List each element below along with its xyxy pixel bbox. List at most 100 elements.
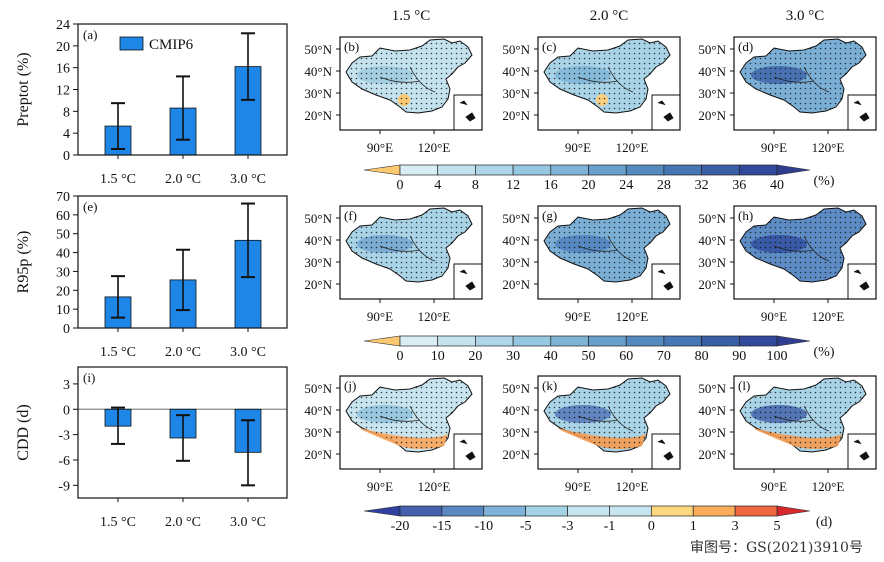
lon-label: 90°E (367, 140, 393, 155)
south-china-sea-inset (453, 94, 483, 131)
map-panel-f: (f) 50°N 40°N 30°N 20°N 90°E 120°E (304, 205, 483, 324)
panel-label: (d) (738, 39, 753, 54)
map-frame (733, 205, 877, 300)
lat-label: 40°N (304, 403, 332, 418)
plot-frame (77, 23, 288, 156)
colorbar-unit: (%) (814, 345, 835, 360)
panel-label: (a) (83, 27, 97, 42)
colorbar-tick-label: 10 (431, 349, 445, 364)
colorbar-segment (475, 164, 514, 176)
colorbar-tick-label: 0 (397, 349, 404, 364)
colorbar-segment (738, 164, 778, 176)
map-frame (339, 375, 483, 470)
bar-chart-a: 0 4 8 12 16 20 24 1.5 °C 2.0 °C 3.0 °C (a) Preptot … (15, 18, 288, 187)
y-tick-label: 8 (63, 105, 70, 120)
lat-label: 40°N (698, 233, 726, 248)
lon-label: 120°E (812, 479, 845, 494)
colorbar-low-arrow (363, 505, 401, 517)
significance-stipple (740, 378, 866, 452)
lon-label: 120°E (418, 140, 451, 155)
y-tick-label: 60 (56, 209, 70, 224)
lon-label: 120°E (418, 309, 451, 324)
lon-label: 90°E (761, 309, 787, 324)
x-tick-label: 3.0 °C (230, 172, 266, 187)
lat-label: 20°N (304, 108, 332, 123)
y-tick-label: 16 (56, 62, 70, 77)
river-lines (577, 405, 634, 432)
y-axis-label: CDD (d) (15, 404, 32, 460)
column-header: 2.0 °C (590, 8, 629, 24)
x-tick-label: 3.0 °C (230, 345, 266, 360)
lat-label: 40°N (304, 64, 332, 79)
river-lines (379, 405, 436, 432)
colorbar-tick-label: 50 (582, 349, 596, 364)
lat-label: 20°N (698, 447, 726, 462)
lat-label: 40°N (502, 403, 530, 418)
lon-label: 90°E (565, 479, 591, 494)
colorbar-segment (625, 335, 665, 347)
lon-label: 90°E (367, 479, 393, 494)
colorbar-high-arrow (776, 164, 811, 176)
lat-label: 30°N (304, 425, 332, 440)
y-tick-label: 0 (63, 322, 70, 337)
colorbar-tick-label: 36 (732, 178, 746, 193)
colorbar-segment (525, 505, 568, 517)
colorbar-tick-label: 12 (506, 178, 520, 193)
lat-label: 20°N (698, 277, 726, 292)
colorbar-tick-label: 0 (397, 178, 404, 193)
colorbar-tick-label: 16 (544, 178, 558, 193)
lat-label: 50°N (698, 211, 726, 226)
lat-label: 50°N (304, 381, 332, 396)
bar-chart-i: -9 -6 -3 0 3 1.5 °C 2.0 °C 3.0 °C (i) CDD (d) (15, 366, 288, 530)
panel-label: (l) (738, 378, 750, 393)
lon-label: 90°E (761, 140, 787, 155)
panel-label: (e) (83, 199, 97, 214)
y-tick-label: 70 (56, 190, 70, 205)
colorbar-tick-label: 40 (544, 349, 558, 364)
river-lines (577, 235, 634, 262)
y-axis-label: Preptot (%) (15, 52, 32, 126)
x-tick-label: 2.0 °C (165, 172, 201, 187)
x-tick-label: 1.5 °C (100, 345, 136, 360)
colorbar-tick-label: -15 (433, 519, 452, 534)
colorbar-2: 0 10 20 30 40 50 60 70 80 90 100 (%) (363, 335, 835, 364)
colorbar-segment (692, 505, 736, 517)
lon-label: 90°E (367, 309, 393, 324)
y-tick-label: 10 (56, 303, 70, 318)
colorbar-tick-label: -20 (391, 519, 410, 534)
colorbar-unit: (d) (816, 515, 833, 530)
inset-islands (657, 439, 674, 461)
colorbar-segment (399, 335, 439, 347)
bar-chart-e: 0 10 20 30 40 50 60 70 1.5 °C 2.0 °C 3.0 °C (e) R95p… (15, 190, 288, 360)
y-tick-label: 20 (56, 40, 70, 55)
lon-label: 120°E (418, 479, 451, 494)
south-china-sea-inset (847, 433, 877, 470)
colorbar-segment (663, 164, 702, 176)
colorbar-tick-label: 30 (506, 349, 520, 364)
y-tick-label: -3 (58, 429, 70, 444)
lat-label: 30°N (698, 86, 726, 101)
lat-label: 30°N (698, 425, 726, 440)
y-tick-label: 0 (63, 149, 70, 164)
map-panel-b: (b) 50°N 40°N 30°N 20°N 90°E 120°E (304, 36, 483, 155)
colorbar-segment (588, 164, 627, 176)
colorbar-segment (550, 335, 589, 347)
river-lines (577, 66, 634, 93)
lat-label: 50°N (304, 42, 332, 57)
colorbar-unit: (%) (814, 174, 835, 189)
colorbar-tick-label: 20 (468, 349, 482, 364)
colorbar-tick-label: -5 (520, 519, 532, 534)
lat-label: 30°N (502, 255, 530, 270)
river-lines (379, 235, 436, 262)
colorbar-segment (550, 164, 589, 176)
colorbar-segment (663, 335, 702, 347)
colorbar-high-arrow (776, 505, 811, 517)
y-tick-label: 4 (63, 127, 70, 142)
south-china-sea-inset (651, 433, 681, 470)
lon-label: 120°E (616, 140, 649, 155)
colorbar-tick-label: 5 (774, 519, 781, 534)
colorbar-tick-label: -3 (562, 519, 574, 534)
inset-islands (853, 100, 870, 122)
colorbar-segment (399, 505, 443, 517)
